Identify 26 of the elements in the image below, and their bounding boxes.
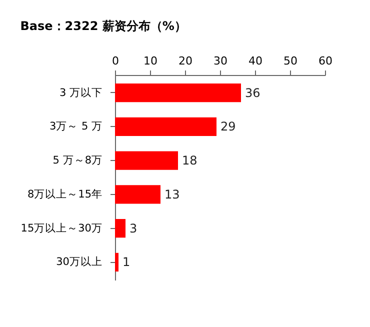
- y-tick-label: 3万～ 5 万: [49, 120, 102, 133]
- chart-title: Base：2322 薪资分布（%）: [20, 19, 186, 33]
- data-label: 13: [164, 187, 180, 202]
- data-label: 18: [182, 154, 198, 168]
- y-tick-label: 15万以上～30万: [20, 221, 102, 234]
- bar: [115, 117, 216, 136]
- y-tick-label: 30万以上: [56, 255, 102, 268]
- data-label: 29: [220, 120, 236, 134]
- data-label: 3: [130, 221, 138, 236]
- x-tick-label: 30: [214, 54, 228, 68]
- bar: [115, 185, 160, 204]
- x-tick-label: 10: [144, 54, 158, 68]
- x-tick-label: 60: [318, 54, 332, 68]
- x-tick-label: 50: [284, 54, 298, 68]
- data-label: 36: [245, 86, 260, 100]
- bar: [115, 219, 126, 238]
- bar: [115, 83, 241, 102]
- bar: [115, 151, 178, 170]
- y-tick-label: 8万以上～15年: [27, 187, 102, 200]
- y-tick-label: 5 万～8万: [52, 154, 102, 167]
- x-tick-label: 40: [248, 54, 262, 68]
- data-label: 1: [122, 255, 130, 270]
- x-tick-label: 20: [178, 54, 192, 68]
- bar: [115, 252, 118, 272]
- x-tick-label: 0: [112, 54, 119, 68]
- y-tick-label: 3 万以下: [59, 86, 102, 99]
